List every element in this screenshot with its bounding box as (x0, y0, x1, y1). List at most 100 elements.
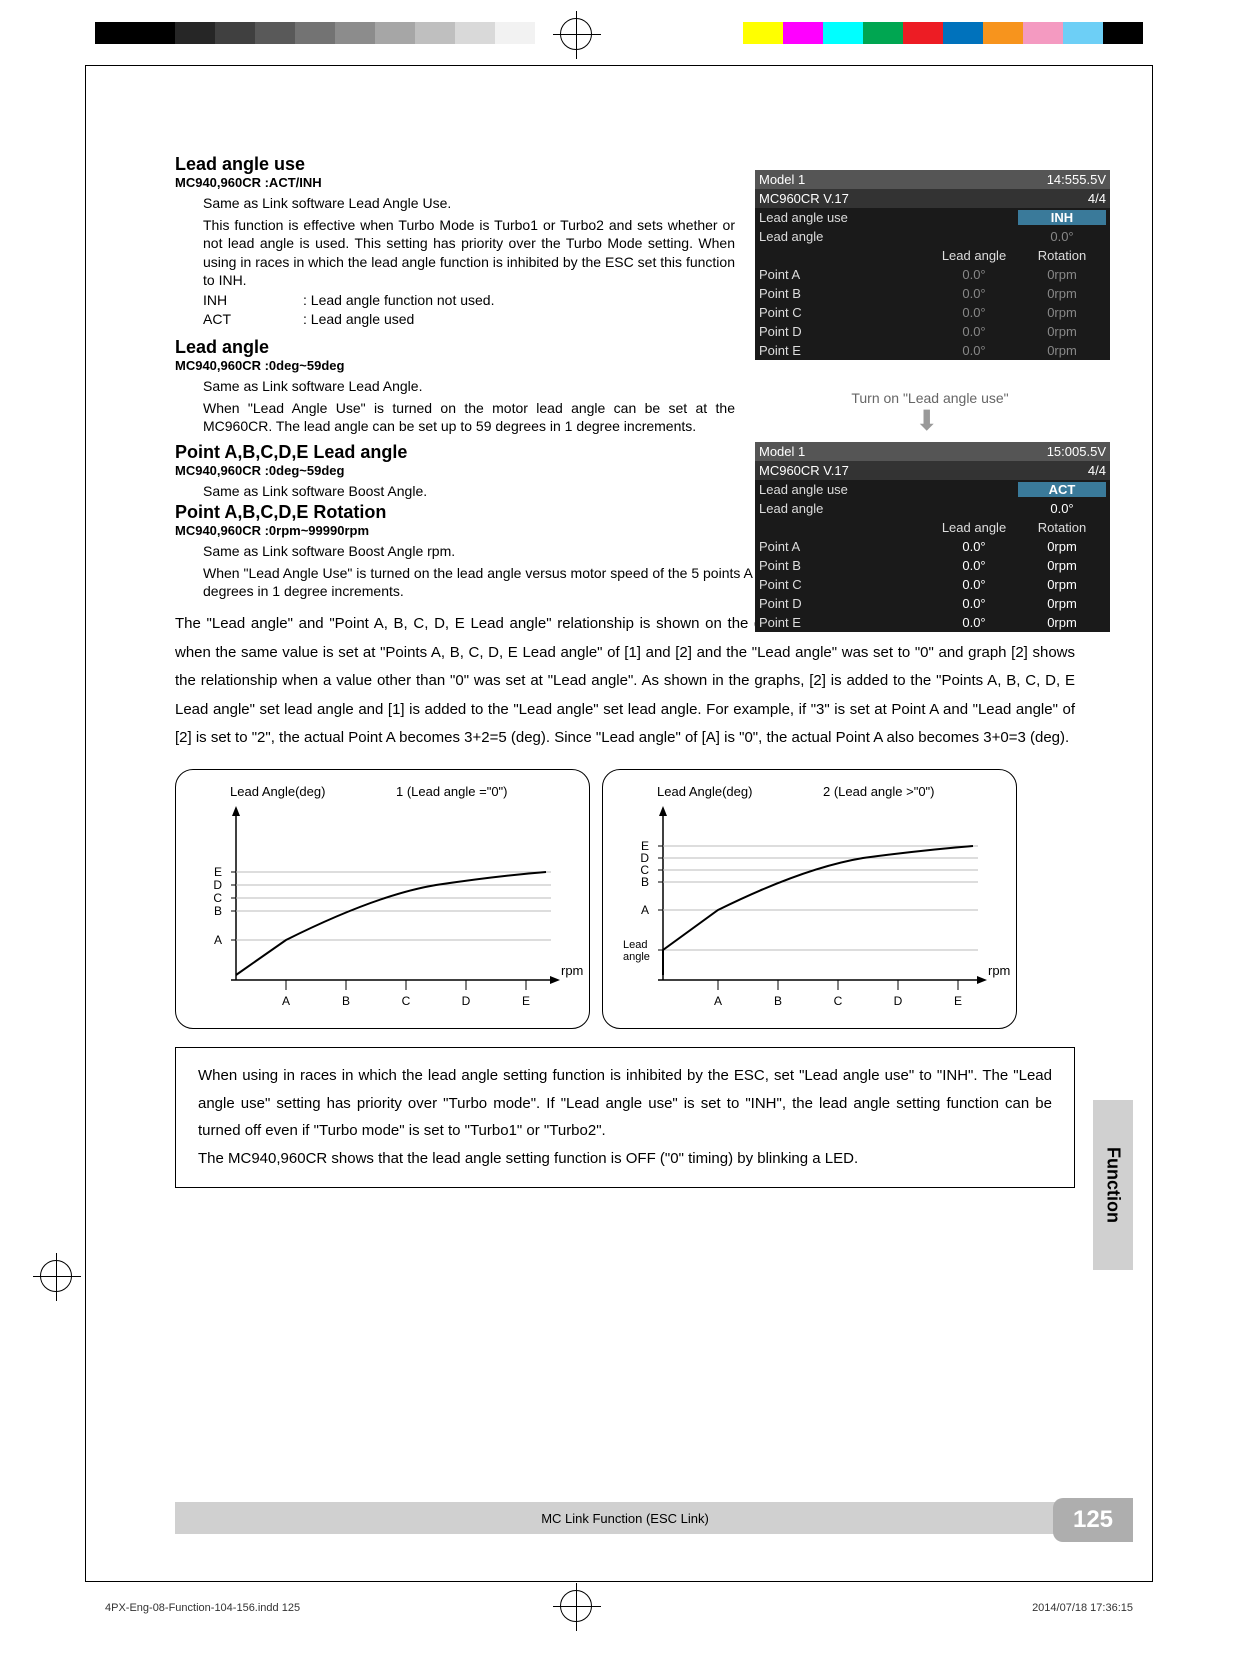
point-lead-angle: 0.0° (930, 267, 1018, 282)
body-text: This function is effective when Turbo Mo… (203, 216, 735, 289)
note-text: The MC940,960CR shows that the lead angl… (198, 1145, 1052, 1173)
lead-angle-use-value: INH (1018, 210, 1106, 225)
point-rotation: 0rpm (1018, 558, 1106, 573)
point-name: Point A (759, 267, 930, 282)
model-name: Model 1 (759, 172, 805, 187)
voltage: 5.5V (1079, 444, 1106, 459)
registration-mark-icon (40, 1260, 72, 1292)
graph-2: Lead Angle(deg) 2 (Lead angle >"0") EDCB… (602, 769, 1017, 1029)
point-lead-angle: 0.0° (930, 286, 1018, 301)
section-title-points-la: Point A,B,C,D,E Lead angle (175, 442, 735, 463)
svg-text:A: A (641, 903, 649, 917)
note-box: When using in races in which the lead an… (175, 1047, 1075, 1188)
footer-bar: MC Link Function (ESC Link) (175, 1502, 1075, 1534)
col-lead-angle: Lead angle (930, 520, 1018, 535)
table-row: Point E0.0°0rpm (755, 341, 1110, 360)
svg-text:D: D (462, 994, 471, 1008)
trim-frame (1152, 65, 1153, 1582)
point-name: Point B (759, 558, 930, 573)
table-row: Point C0.0°0rpm (755, 575, 1110, 594)
clock: 14:55 (1047, 172, 1080, 187)
body-text: Same as Link software Boost Angle. (203, 482, 735, 500)
graph-ylabel: Lead Angle(deg) (230, 784, 325, 799)
section-spec: MC940,960CR :ACT/INH (175, 175, 735, 190)
body-text: Same as Link software Lead Angle Use. (203, 194, 735, 212)
point-rotation: 0rpm (1018, 596, 1106, 611)
table-row: Point D0.0°0rpm (755, 322, 1110, 341)
point-lead-angle: 0.0° (930, 596, 1018, 611)
trim-frame (85, 65, 1153, 66)
svg-text:E: E (214, 865, 222, 879)
model-name: Model 1 (759, 444, 805, 459)
definition-key: ACT (203, 311, 303, 327)
body-text: When "Lead Angle Use" is turned on the m… (203, 399, 735, 435)
section-title-points-rot: Point A,B,C,D,E Rotation (175, 502, 735, 523)
point-name: Point C (759, 305, 930, 320)
table-row: Point B0.0°0rpm (755, 556, 1110, 575)
lead-angle-use-label: Lead angle use (759, 482, 1018, 497)
section-tab: Function (1093, 1100, 1133, 1270)
section-spec: MC940,960CR :0rpm~99990rpm (175, 523, 735, 538)
page-number: 125 (1053, 1498, 1133, 1542)
point-name: Point D (759, 324, 930, 339)
body-text: Same as Link software Boost Angle rpm. (203, 542, 735, 560)
svg-text:E: E (522, 994, 530, 1008)
graph-row: Lead Angle(deg) 1 (Lead angle ="0") EDCB… (175, 769, 1075, 1029)
definition-value: : Lead angle function not used. (303, 292, 494, 308)
table-row: Point A0.0°0rpm (755, 265, 1110, 284)
point-name: Point B (759, 286, 930, 301)
point-rotation: 0rpm (1018, 267, 1106, 282)
point-name: Point D (759, 596, 930, 611)
graph-svg: EDCBALeadangleABCDErpm (603, 770, 1018, 1030)
table-row: Point A0.0°0rpm (755, 537, 1110, 556)
svg-text:B: B (774, 994, 782, 1008)
point-rotation: 0rpm (1018, 343, 1106, 358)
voltage: 5.5V (1079, 172, 1106, 187)
svg-text:A: A (214, 933, 222, 947)
lead-angle-value: 0.0° (1018, 501, 1106, 516)
svg-text:B: B (214, 904, 222, 918)
footer-text: MC Link Function (ESC Link) (541, 1511, 709, 1526)
point-lead-angle: 0.0° (930, 324, 1018, 339)
col-rotation: Rotation (1018, 520, 1106, 535)
section-title-lead-angle-use: Lead angle use (175, 154, 735, 175)
svg-text:A: A (282, 994, 290, 1008)
svg-text:B: B (342, 994, 350, 1008)
table-row: Point D0.0°0rpm (755, 594, 1110, 613)
clock: 15:00 (1047, 444, 1080, 459)
svg-text:C: C (402, 994, 411, 1008)
imprint-left: 4PX-Eng-08-Function-104-156.indd 125 (105, 1602, 300, 1614)
graph-caption: 2 (Lead angle >"0") (823, 784, 935, 799)
lead-angle-label: Lead angle (759, 229, 1018, 244)
svg-text:angle: angle (623, 951, 650, 963)
point-name: Point E (759, 615, 930, 630)
point-rotation: 0rpm (1018, 539, 1106, 554)
point-rotation: 0rpm (1018, 577, 1106, 592)
point-rotation: 0rpm (1018, 286, 1106, 301)
point-lead-angle: 0.0° (930, 305, 1018, 320)
svg-text:rpm: rpm (561, 963, 583, 978)
arrow-down-icon: ⬇ (915, 404, 938, 437)
point-lead-angle: 0.0° (930, 558, 1018, 573)
table-row: Point B0.0°0rpm (755, 284, 1110, 303)
body-text: Same as Link software Lead Angle. (203, 377, 735, 395)
col-rotation: Rotation (1018, 248, 1106, 263)
svg-text:C: C (834, 994, 843, 1008)
definition-row: ACT : Lead angle used (203, 311, 735, 327)
svg-text:D: D (894, 994, 903, 1008)
lead-angle-use-label: Lead angle use (759, 210, 1018, 225)
firmware-version: MC960CR V.17 (759, 191, 849, 206)
point-rotation: 0rpm (1018, 615, 1106, 630)
point-name: Point A (759, 539, 930, 554)
page-indicator: 4/4 (1088, 463, 1106, 478)
page-indicator: 4/4 (1088, 191, 1106, 206)
registration-mark-icon (560, 1590, 592, 1622)
section-spec: MC940,960CR :0deg~59deg (175, 463, 735, 478)
svg-text:C: C (213, 891, 222, 905)
section-spec: MC940,960CR :0deg~59deg (175, 358, 735, 373)
point-lead-angle: 0.0° (930, 577, 1018, 592)
svg-text:E: E (954, 994, 962, 1008)
definition-key: INH (203, 292, 303, 308)
lead-angle-label: Lead angle (759, 501, 1018, 516)
table-row: Point C0.0°0rpm (755, 303, 1110, 322)
